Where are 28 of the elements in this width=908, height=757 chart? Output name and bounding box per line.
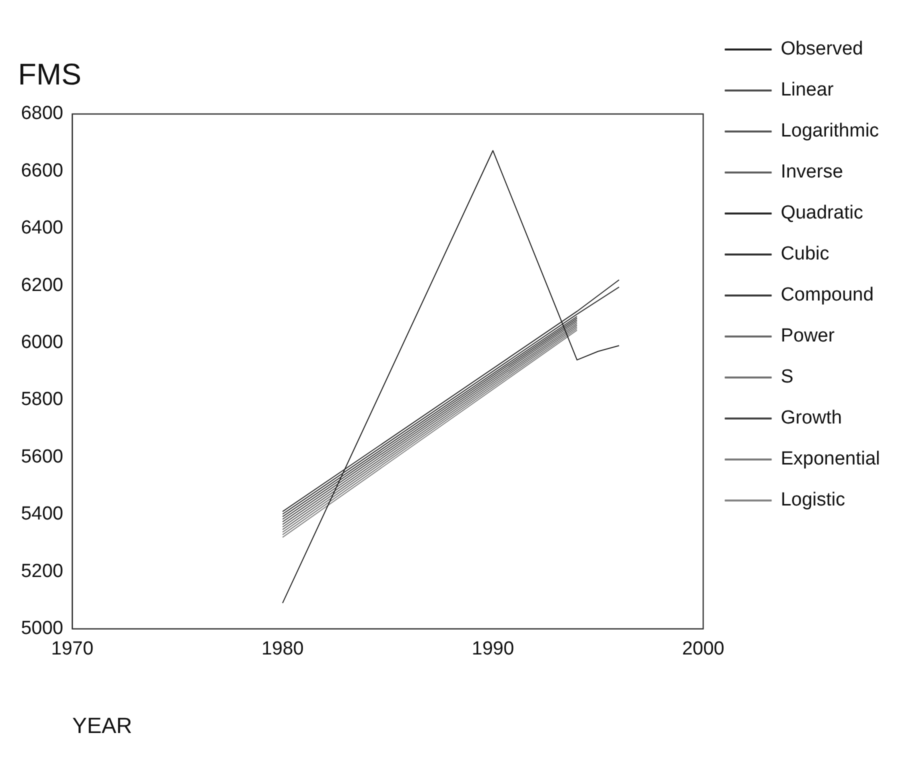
legend-label: S [780, 366, 794, 388]
legend-label: Cubic [780, 244, 830, 265]
legend-label: Linear [780, 80, 834, 101]
legend-label: Observed [780, 38, 864, 60]
legend-label: Inverse [780, 162, 844, 183]
legend-label: Logistic [780, 490, 846, 511]
x-tick-label: 2000 [682, 638, 724, 660]
legend-label: Power [780, 326, 836, 347]
legend-label: Growth [780, 408, 842, 429]
legend-label: Exponential [780, 448, 880, 470]
y-tick-label: 5600 [20, 446, 64, 468]
legend-label: Logarithmic [780, 120, 879, 142]
y-tick-label: 6000 [20, 332, 64, 354]
legend-label: Compound [780, 284, 874, 306]
y-tick-label: 6600 [20, 160, 64, 182]
x-tick-label: 1990 [472, 638, 514, 660]
y-tick-label: 6400 [20, 218, 64, 239]
y-tick-label: 5800 [20, 389, 64, 410]
y-tick-label: 5200 [20, 560, 64, 582]
legend-label: Quadratic [780, 202, 864, 224]
y-tick-label: 5400 [20, 504, 64, 525]
chart-title: FMS [18, 58, 82, 92]
x-tick-label: 1980 [261, 638, 304, 660]
y-tick-label: 5000 [20, 618, 64, 640]
x-tick-label: 1970 [51, 638, 94, 660]
x-axis-title: YEAR [72, 712, 132, 738]
y-tick-label: 6800 [20, 103, 64, 124]
y-tick-label: 6200 [20, 274, 64, 296]
